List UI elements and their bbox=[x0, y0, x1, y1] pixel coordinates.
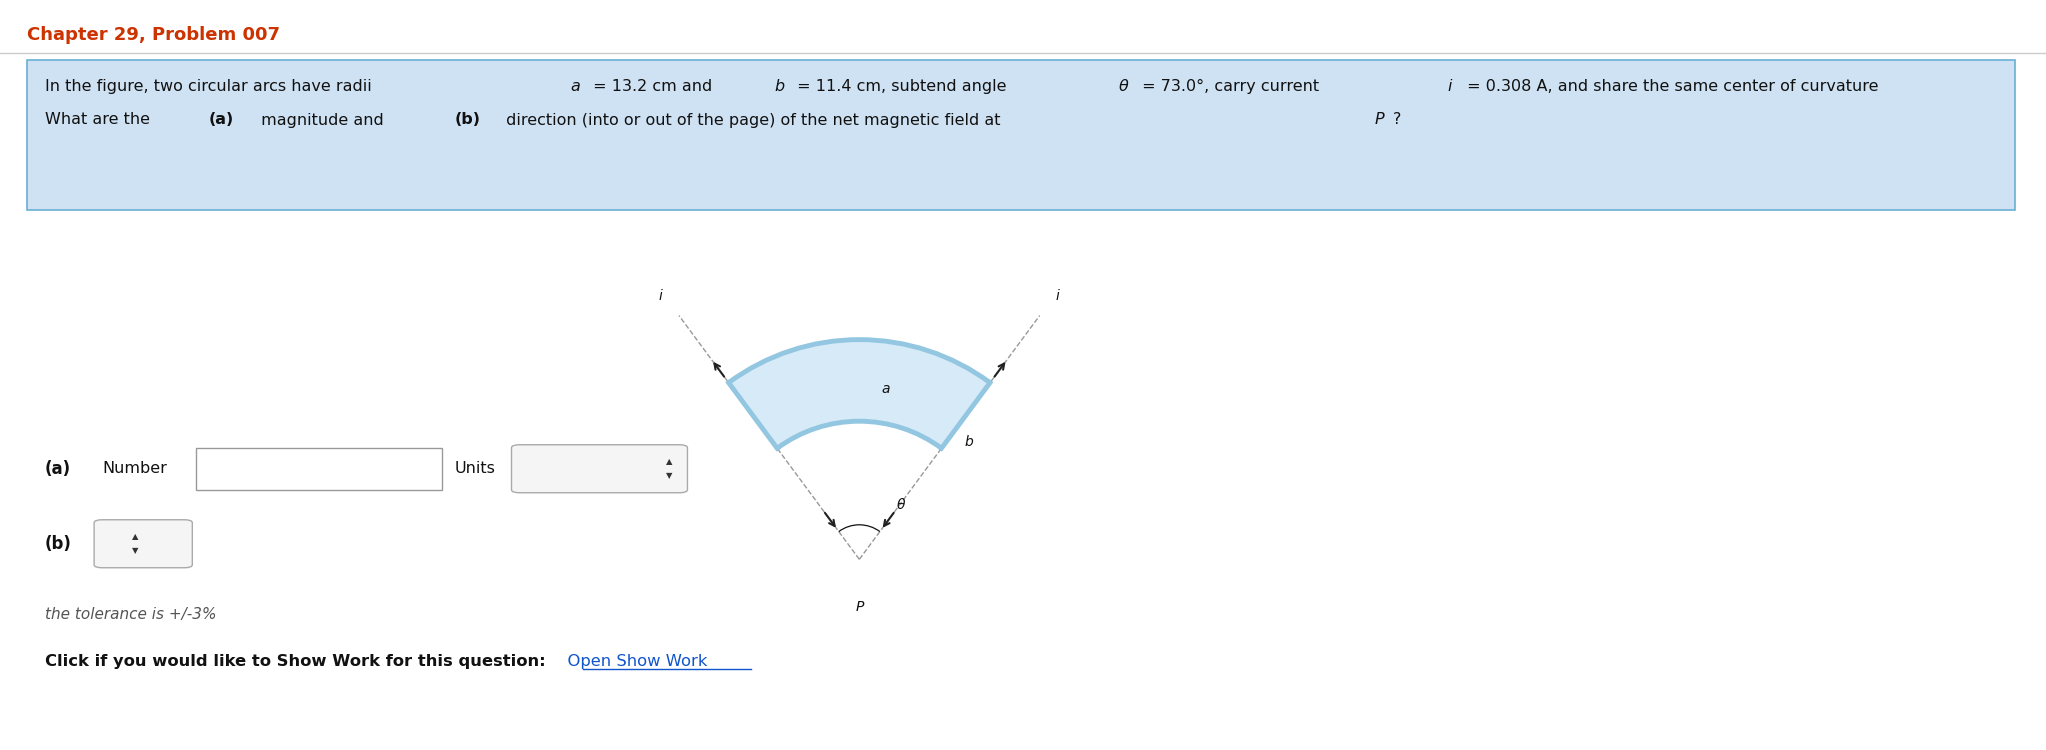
Text: a: a bbox=[571, 79, 581, 94]
Text: Open Show Work: Open Show Work bbox=[557, 654, 708, 669]
Text: = 0.308 A, and share the same center of curvature: = 0.308 A, and share the same center of … bbox=[1461, 79, 1884, 94]
Polygon shape bbox=[728, 340, 990, 448]
Text: (b): (b) bbox=[45, 535, 72, 553]
Text: ▼: ▼ bbox=[131, 546, 139, 555]
Text: the tolerance is +/-3%: the tolerance is +/-3% bbox=[45, 608, 217, 622]
Text: i: i bbox=[659, 289, 663, 303]
Text: θ: θ bbox=[1119, 79, 1129, 94]
Text: = 11.4 cm, subtend angle: = 11.4 cm, subtend angle bbox=[792, 79, 1011, 94]
Text: ▲: ▲ bbox=[131, 532, 139, 542]
Text: a: a bbox=[882, 382, 890, 396]
Text: Click if you would like to Show Work for this question:: Click if you would like to Show Work for… bbox=[45, 654, 546, 669]
Text: = 73.0°, carry current: = 73.0°, carry current bbox=[1138, 79, 1324, 94]
FancyBboxPatch shape bbox=[512, 445, 687, 493]
Text: = 13.2 cm and: = 13.2 cm and bbox=[589, 79, 718, 94]
Text: i: i bbox=[1449, 79, 1453, 94]
Text: ▼: ▼ bbox=[665, 471, 673, 480]
Text: i: i bbox=[1056, 289, 1060, 303]
Text: Units: Units bbox=[454, 461, 495, 476]
Text: (b): (b) bbox=[454, 112, 481, 128]
Text: ?: ? bbox=[1393, 112, 1402, 128]
Text: In the figure, two circular arcs have radii: In the figure, two circular arcs have ra… bbox=[45, 79, 376, 94]
FancyBboxPatch shape bbox=[94, 520, 192, 568]
FancyBboxPatch shape bbox=[196, 448, 442, 490]
Text: Number: Number bbox=[102, 461, 168, 476]
Text: b: b bbox=[964, 435, 972, 449]
Text: (a): (a) bbox=[45, 460, 72, 478]
Text: P: P bbox=[855, 599, 863, 613]
Text: Chapter 29, Problem 007: Chapter 29, Problem 007 bbox=[27, 26, 280, 44]
Text: ▲: ▲ bbox=[665, 458, 673, 466]
Text: b: b bbox=[775, 79, 784, 94]
Text: magnitude and: magnitude and bbox=[256, 112, 389, 128]
FancyBboxPatch shape bbox=[27, 60, 2015, 210]
Text: P: P bbox=[1375, 112, 1385, 128]
Text: direction (into or out of the page) of the net magnetic field at: direction (into or out of the page) of t… bbox=[501, 112, 1007, 128]
Text: What are the: What are the bbox=[45, 112, 155, 128]
Text: (a): (a) bbox=[209, 112, 233, 128]
Text: θ: θ bbox=[896, 497, 906, 512]
